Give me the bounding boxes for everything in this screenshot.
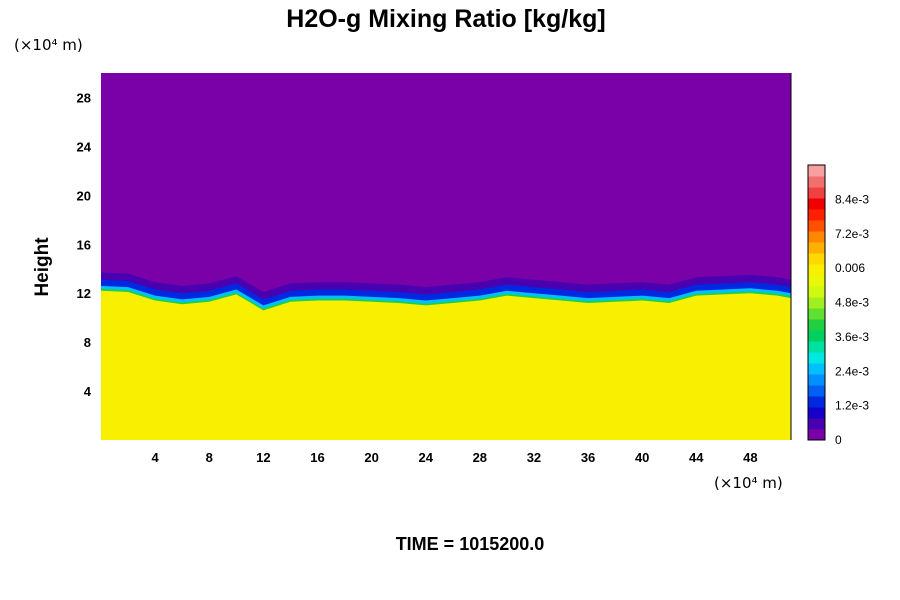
colorbar-swatch (808, 330, 825, 342)
x-tick-label: 44 (689, 450, 704, 465)
x-tick-label: 12 (256, 450, 270, 465)
x-tick-label: 4 (152, 450, 160, 465)
colorbar-swatch (808, 429, 825, 441)
colorbar-frame (807, 164, 826, 441)
colorbar-swatch (808, 407, 825, 419)
colorbar-tick-label: 1.2e-3 (835, 399, 869, 413)
colorbar-swatch (808, 286, 825, 298)
colorbar-swatch (808, 187, 825, 199)
lower-field (101, 290, 791, 440)
y-tick-label: 16 (77, 237, 91, 252)
colorbar-swatch (808, 231, 825, 243)
x-tick-label: 32 (527, 450, 541, 465)
plot-area (101, 73, 792, 440)
colorbar-swatch (808, 220, 825, 232)
colorbar-swatch (808, 264, 825, 276)
colorbar-swatch (808, 242, 825, 254)
colorbar-swatch (808, 198, 825, 210)
colorbar-swatch (808, 209, 825, 221)
y-axis-ticks: 4 8 12 16 20 24 28 (77, 90, 92, 399)
x-tick-label: 16 (310, 450, 324, 465)
x-axis-unit: (×10⁴ m) (714, 474, 783, 492)
y-axis-unit: (×10⁴ m) (14, 36, 83, 54)
x-tick-label: 36 (581, 450, 595, 465)
colorbar-tick-label: 7.2e-3 (835, 227, 869, 241)
colorbar-swatch (808, 341, 825, 353)
colorbar-swatch (808, 308, 825, 320)
x-tick-label: 40 (635, 450, 649, 465)
colorbar-swatch (808, 253, 825, 265)
colorbar-tick-label: 0 (835, 433, 842, 447)
colorbar-swatch (808, 352, 825, 364)
y-tick-label: 4 (84, 384, 92, 399)
colorbar-tick-label: 0.006 (835, 261, 865, 275)
colorbar-swatch (808, 275, 825, 287)
colorbar-swatch (808, 165, 825, 177)
x-tick-label: 24 (418, 450, 433, 465)
colorbar-swatch (808, 374, 825, 386)
colorbar-tick-label: 4.8e-3 (835, 296, 869, 310)
colorbar-swatch (808, 396, 825, 408)
colorbar-tick-label: 8.4e-3 (835, 192, 869, 206)
colorbar-swatch (808, 418, 825, 430)
x-tick-label: 28 (473, 450, 487, 465)
colorbar-tick-label: 2.4e-3 (835, 364, 869, 378)
colorbar-swatch (808, 176, 825, 188)
y-tick-label: 28 (77, 90, 91, 105)
colorbar-swatch (808, 319, 825, 331)
time-label: TIME = 1015200.0 (396, 534, 545, 554)
y-axis-label: Height (32, 237, 53, 297)
colorbar: 0 1.2e-3 2.4e-3 3.6e-3 4.8e-3 0.006 7.2e-3 8.4e… (807, 164, 869, 447)
x-tick-label: 20 (364, 450, 378, 465)
x-axis-ticks: 4 8 12 16 20 24 28 32 36 40 44 48 (152, 450, 758, 465)
colorbar-swatch (808, 363, 825, 375)
y-tick-label: 12 (77, 286, 91, 301)
colorbar-swatch (808, 297, 825, 309)
y-tick-label: 20 (77, 188, 91, 203)
chart-title: H2O-g Mixing Ratio [kg/kg] (286, 5, 605, 33)
y-tick-label: 8 (84, 335, 91, 350)
y-tick-label: 24 (77, 139, 92, 154)
x-tick-label: 48 (743, 450, 757, 465)
x-tick-label: 8 (206, 450, 213, 465)
colorbar-tick-label: 3.6e-3 (835, 330, 869, 344)
colorbar-swatch (808, 385, 825, 397)
